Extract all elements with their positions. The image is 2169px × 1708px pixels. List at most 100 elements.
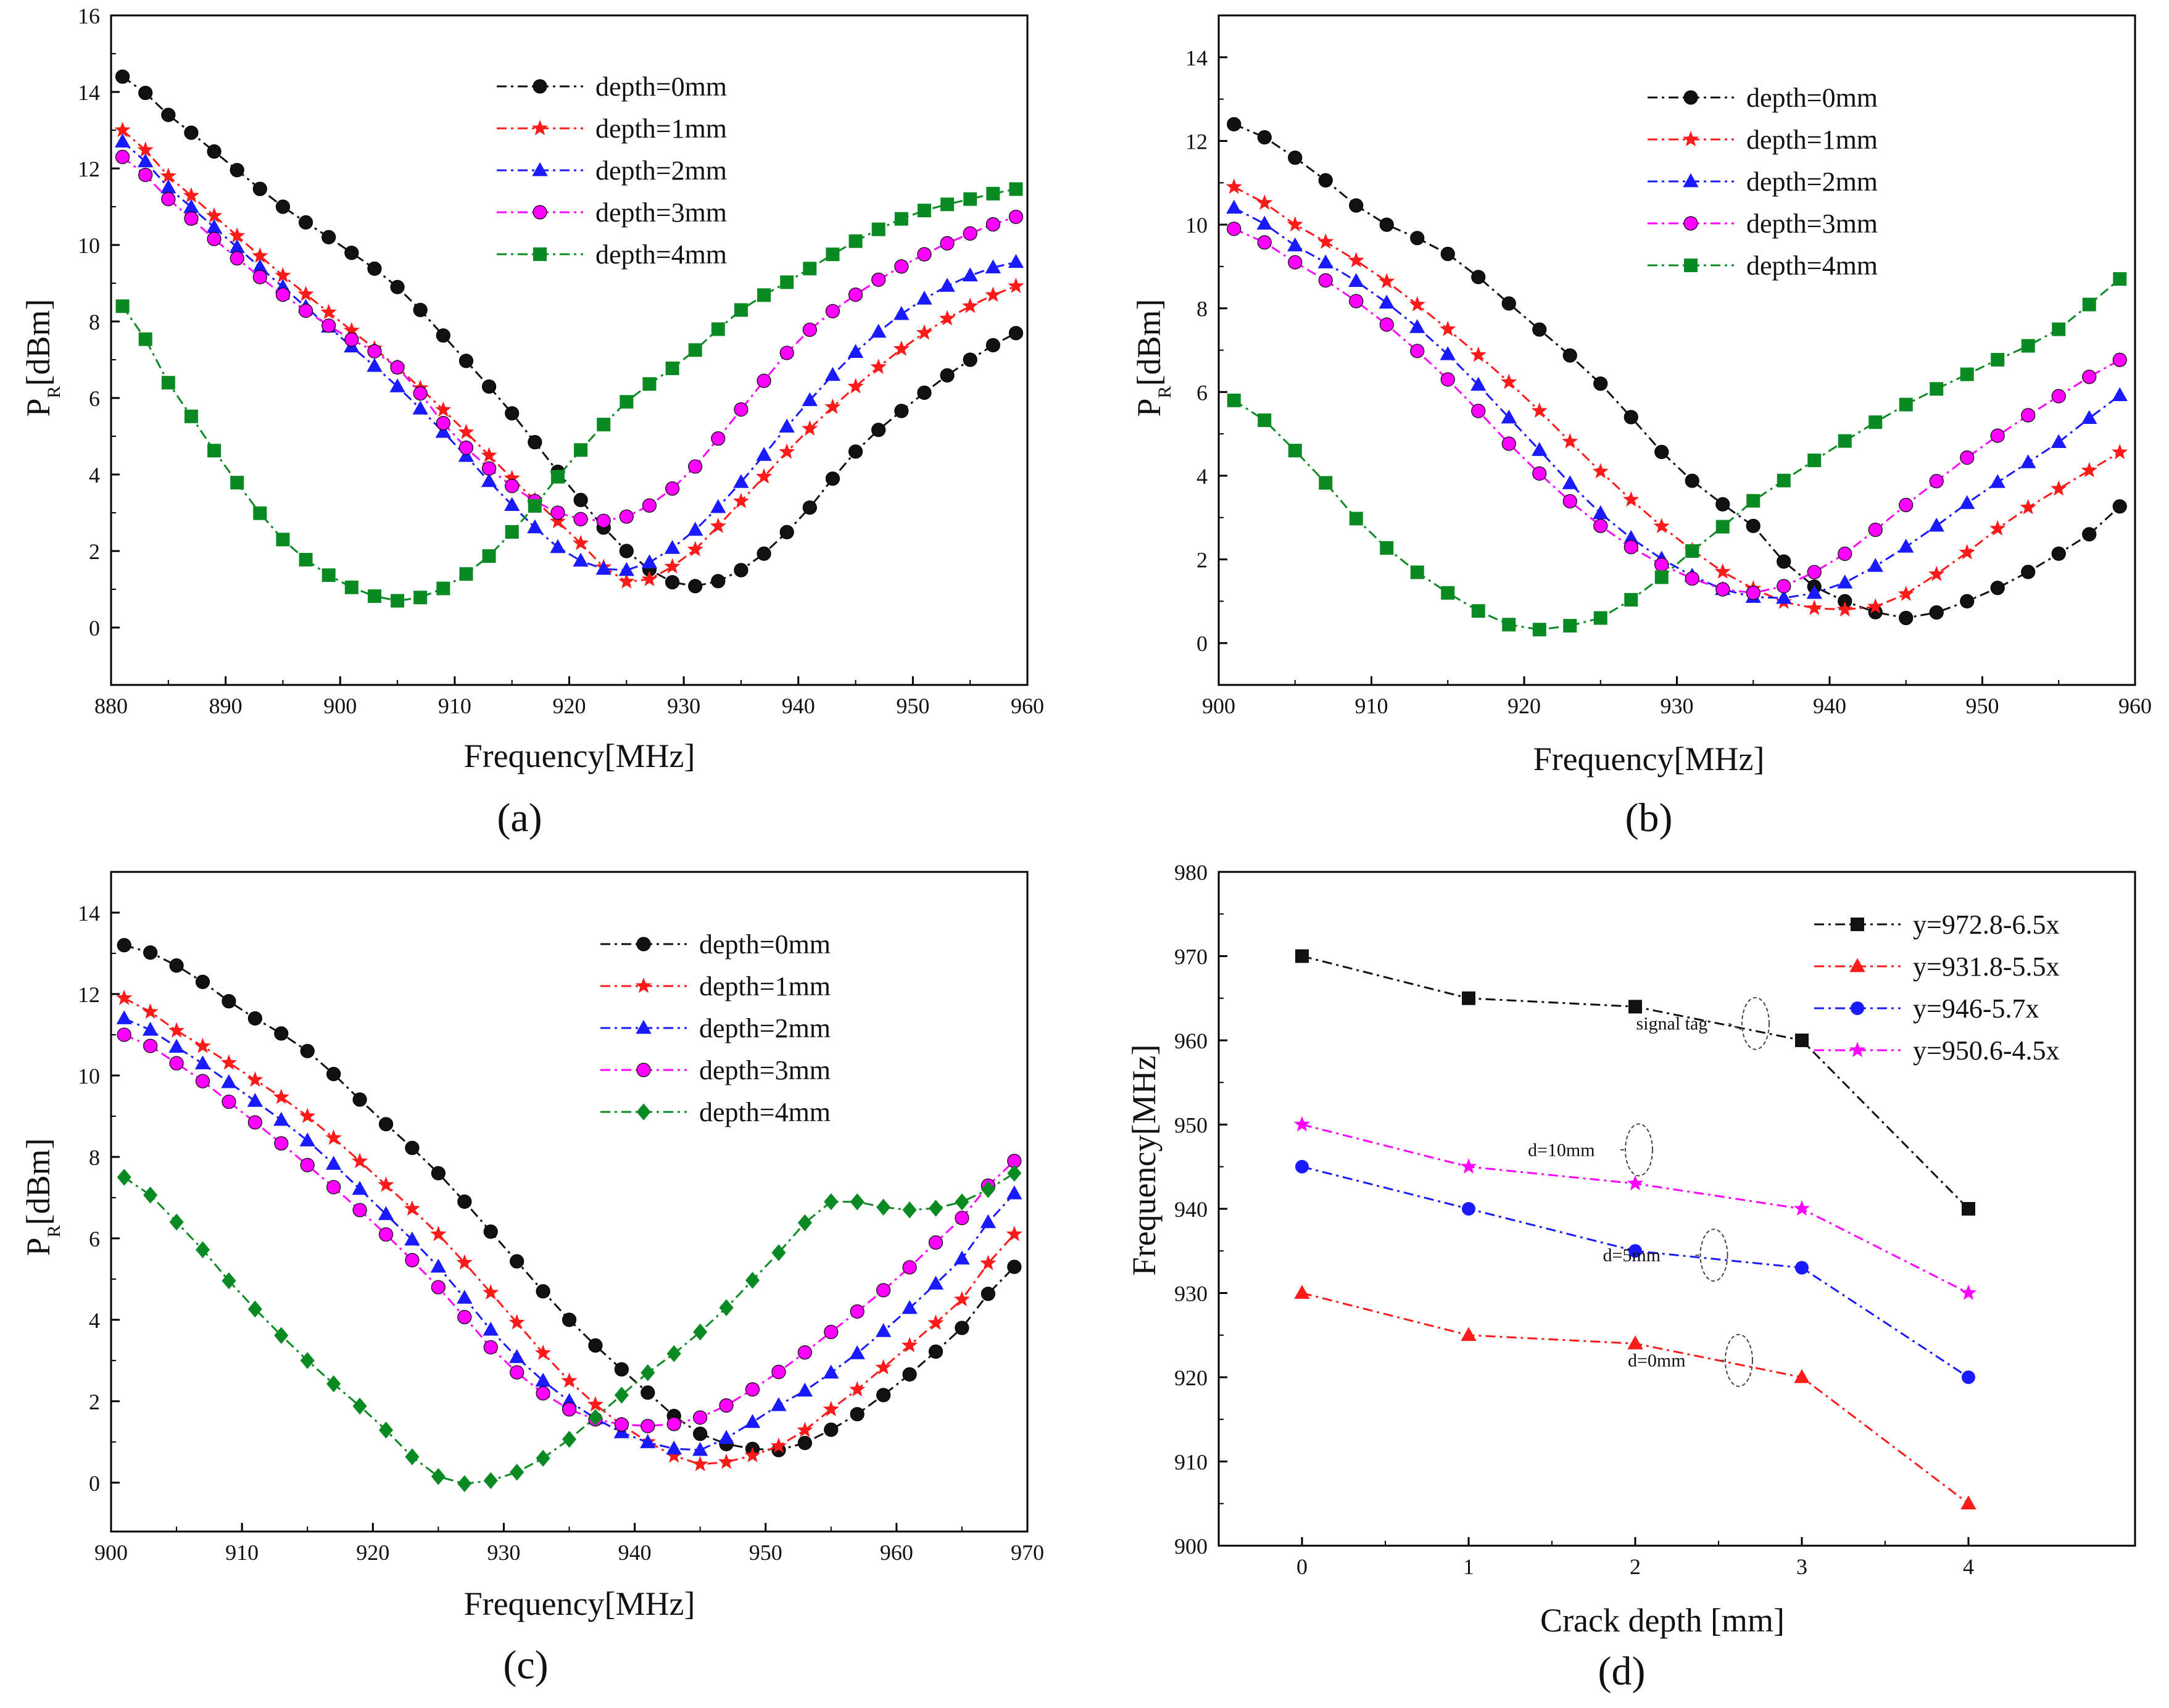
legend-marker (1683, 216, 1698, 231)
data-point (483, 1284, 499, 1300)
legend-label: depth=4mm (595, 239, 727, 270)
data-point (939, 310, 956, 326)
series-depth=2mm (114, 133, 1024, 576)
data-point (797, 1422, 813, 1437)
data-point (1257, 235, 1272, 250)
data-point (168, 1038, 185, 1053)
data-point (326, 1375, 341, 1393)
data-point (940, 368, 955, 383)
data-point (848, 288, 863, 302)
data-point (1746, 586, 1760, 600)
annotation-label: signal tag (1636, 1014, 1708, 1034)
y-tick-label: 900 (1174, 1534, 1208, 1559)
data-point (1627, 1335, 1643, 1349)
legend-item: depth=0mm (1648, 83, 1878, 113)
data-point (2082, 527, 2097, 542)
legend-item: depth=0mm (600, 929, 831, 960)
data-point (963, 226, 977, 241)
series-depth=3mm (1227, 222, 2127, 600)
data-point (587, 1396, 603, 1412)
data-point (981, 1180, 995, 1198)
data-point (436, 581, 450, 595)
data-point (1795, 1261, 1809, 1275)
data-point (826, 247, 840, 262)
data-point (184, 211, 199, 226)
data-point (2020, 499, 2036, 515)
data-point (1776, 589, 1792, 604)
data-point (1836, 601, 1853, 617)
data-point (194, 1037, 211, 1053)
y-tick-label: 6 (89, 1227, 100, 1251)
panel-d-xlabel: Crack depth [mm] (1540, 1602, 1785, 1639)
annotation-leader (1728, 1022, 1741, 1030)
data-point (457, 1309, 472, 1325)
data-point (1410, 565, 1424, 579)
panel-b-plot-area: 900 910 920 930 940 950 960 0 2 4 6 8 10 12 14 depth=0m… (1185, 14, 2152, 718)
data-point (561, 1372, 578, 1388)
data-point (207, 444, 222, 458)
data-point (1962, 1202, 1975, 1216)
data-point (229, 239, 245, 254)
data-point (849, 1381, 866, 1397)
data-point (326, 1180, 341, 1195)
data-point (1867, 598, 1884, 614)
panel-a-xlabel: Frequency[MHz] (464, 737, 695, 774)
data-point (734, 563, 749, 578)
panel-d-plot-area: 0 1 2 3 4 900 910 920 930 940 950 960 970 980 y=972.8-… (1174, 860, 2136, 1579)
y-tick-label: 10 (1185, 213, 1208, 238)
data-point (252, 247, 268, 263)
data-point (1349, 198, 1364, 213)
data-point (1293, 1116, 1311, 1132)
data-point (871, 323, 887, 338)
data-point (169, 1213, 184, 1231)
data-point (1838, 434, 1852, 448)
data-point (711, 574, 726, 589)
data-point (273, 1111, 289, 1126)
data-point (1899, 610, 1914, 626)
panel-a-caption: (a) (497, 795, 542, 840)
legend-label: depth=3mm (699, 1055, 831, 1085)
data-point (1379, 294, 1395, 309)
data-point (916, 324, 932, 340)
data-point (1746, 518, 1760, 533)
data-point (2112, 387, 2128, 401)
series-line (122, 156, 1016, 522)
data-point (850, 1407, 865, 1422)
legend-label: y=950.6-4.5x (1913, 1035, 2059, 1066)
annotation-ellipse (1741, 997, 1770, 1050)
data-point (549, 513, 566, 529)
data-point (1807, 565, 1822, 579)
data-point (115, 299, 130, 313)
data-point (483, 1321, 499, 1336)
data-point (771, 1244, 786, 1261)
data-point (562, 1402, 577, 1417)
annotation: d=0mm (1628, 1333, 1753, 1387)
legend-marker (636, 1063, 651, 1077)
data-point (871, 222, 885, 236)
data-point (207, 144, 222, 159)
data-point (367, 358, 383, 372)
legend-label: depth=2mm (699, 1013, 831, 1043)
data-point (2112, 499, 2127, 514)
legend-marker (1683, 173, 1699, 188)
legend-marker (1849, 1042, 1866, 1058)
data-point (344, 580, 359, 594)
data-point (1654, 570, 1669, 584)
data-point (917, 204, 931, 218)
data-point (222, 994, 236, 1009)
data-point (641, 1364, 655, 1382)
y-tick-label: 12 (1185, 129, 1208, 154)
data-point (2051, 389, 2066, 404)
data-point (985, 286, 1002, 302)
panel-b-xlabel: Frequency[MHz] (1533, 740, 1765, 777)
data-point (597, 418, 611, 432)
data-point (299, 553, 313, 567)
data-point (1471, 270, 1486, 284)
data-point (1794, 1369, 1810, 1383)
panel-c: 900 910 920 930 940 950 960 970 0 2 4 6 8 10 12 14 depth… (20, 871, 1044, 1688)
data-point (298, 303, 313, 318)
data-point (1501, 373, 1517, 389)
data-point (797, 1214, 812, 1232)
data-point (666, 1447, 682, 1463)
data-point (161, 192, 176, 207)
